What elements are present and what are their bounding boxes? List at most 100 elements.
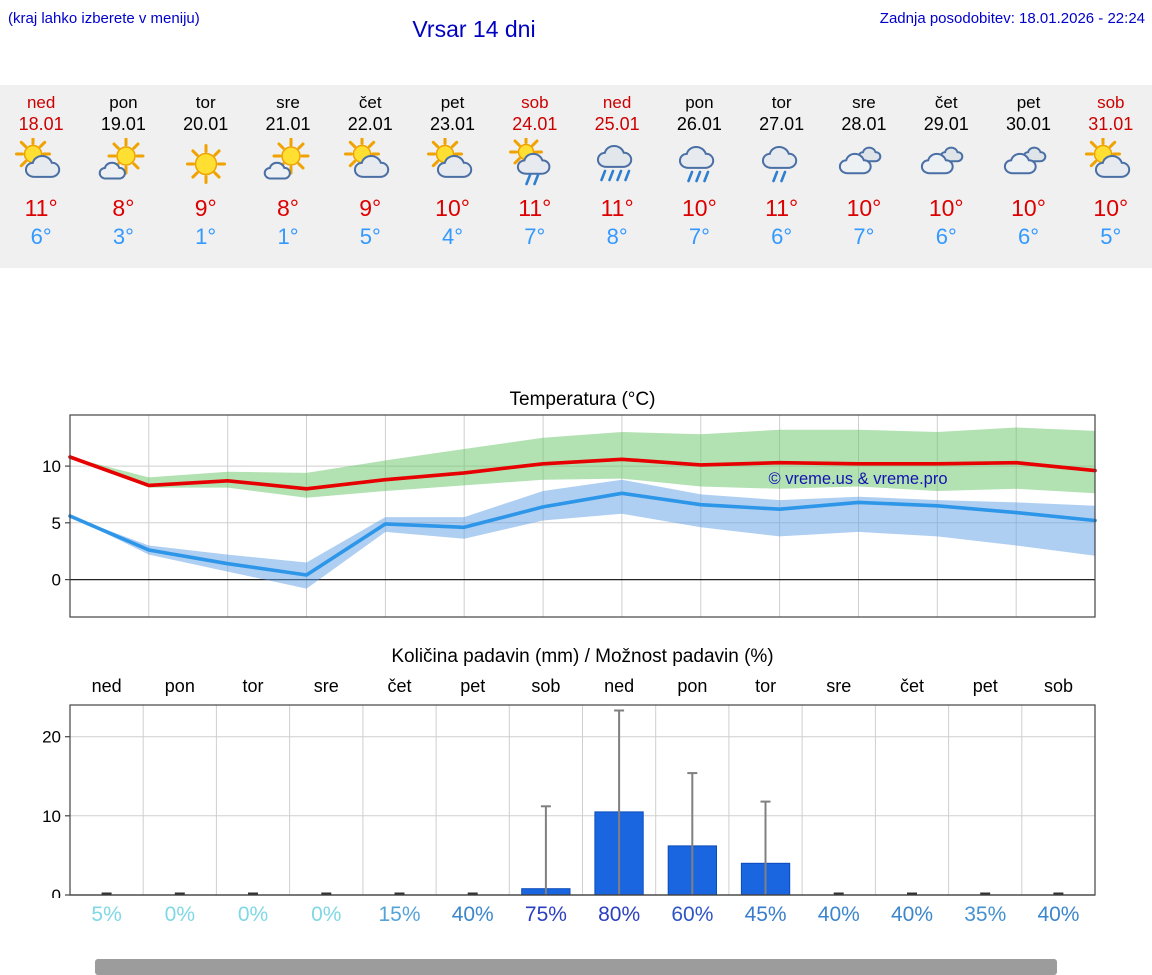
day-name: sob — [1097, 93, 1125, 112]
precip-day-label: pon — [677, 676, 708, 696]
precip-day-label: ned — [604, 676, 635, 696]
day-name: tor — [771, 93, 792, 112]
precip-day-label: tor — [242, 676, 264, 696]
day-date: 30.01 — [1005, 114, 1052, 134]
page-title: Vrsar 14 dni — [412, 16, 536, 42]
forecast-day[interactable]: pet 30.01 10° 6° — [987, 85, 1069, 268]
partly-cloudy-icon — [342, 136, 398, 188]
partly-cloudy-icon — [425, 136, 481, 188]
day-date: 26.01 — [676, 114, 722, 134]
forecast-day[interactable]: čet 22.01 9° 5° — [329, 85, 411, 268]
temp-max: 8° — [112, 195, 135, 221]
temp-max: 10° — [682, 195, 717, 221]
temp-min: 1° — [195, 224, 217, 249]
precip-probability: 75% — [524, 903, 567, 926]
temp-max: 10° — [928, 195, 964, 221]
forecast-day[interactable]: tor 20.01 9° 1° — [165, 85, 247, 268]
forecast-day[interactable]: pet 23.01 10° 4° — [411, 85, 493, 268]
forecast-day[interactable]: ned 25.01 11° 8° — [576, 85, 658, 268]
temp-min: 8° — [606, 224, 628, 249]
precip-probability: 0% — [164, 903, 195, 926]
temp-min: 6° — [935, 224, 957, 249]
mostly-sunny-icon — [95, 137, 151, 188]
temp-max: 8° — [276, 195, 299, 221]
svg-text:10: 10 — [42, 807, 61, 826]
forecast-day[interactable]: tor 27.01 11° 6° — [741, 85, 823, 268]
precipitation-chart-title: Količina padavin (mm) / Možnost padavin … — [391, 646, 774, 667]
temp-min: 5° — [359, 224, 381, 249]
temp-max: 9° — [194, 195, 217, 221]
temp-max: 10° — [1093, 195, 1129, 221]
partly-cloudy-icon — [1083, 136, 1139, 188]
mostly-sunny-icon — [260, 137, 316, 188]
cloudy-icon — [918, 138, 974, 188]
precip-day-labels-row: ned pon tor sre čet pet sob ned pon tor sre čet pet s… — [70, 676, 1095, 697]
day-name: pon — [109, 93, 138, 112]
temp-max: 11° — [600, 195, 634, 221]
temperature-chart: © vreme.us & vreme.pro 0 5 10 — [42, 414, 1097, 618]
svg-text:0: 0 — [52, 886, 61, 898]
forecast-day[interactable]: sob 31.01 10° 5° — [1070, 85, 1152, 268]
precip-probability: 0% — [311, 903, 342, 926]
day-name: ned — [26, 93, 56, 112]
precip-probability: 40% — [1037, 903, 1080, 926]
precip-day-label: ned — [91, 676, 122, 696]
forecast-day[interactable]: sre 21.01 8° 1° — [247, 85, 329, 268]
temp-max: 11° — [765, 195, 799, 221]
precip-probability: 40% — [891, 903, 934, 926]
precip-probability: 40% — [817, 903, 860, 926]
day-name: tor — [195, 93, 216, 112]
forecast-day[interactable]: ned 18.01 11° 6° — [0, 85, 82, 268]
temp-max: 11° — [518, 195, 552, 221]
temp-min: 6° — [1017, 224, 1040, 249]
forecast-day[interactable]: sob 24.01 11° 7° — [494, 85, 576, 268]
temp-min: 7° — [853, 224, 875, 249]
day-name: sre — [852, 93, 876, 112]
day-date: 31.01 — [1088, 114, 1134, 134]
forecast-day[interactable]: pon 26.01 10° 7° — [658, 85, 740, 268]
day-date: 27.01 — [759, 114, 805, 134]
forecast-day[interactable]: sre 28.01 10° 7° — [823, 85, 905, 268]
temperature-chart-title: Temperatura (°C) — [509, 389, 656, 410]
temp-min: 7° — [524, 224, 546, 249]
precip-day-label: pet — [460, 676, 486, 696]
svg-text:20: 20 — [42, 728, 61, 747]
temp-min: 7° — [688, 224, 710, 249]
day-name: čet — [358, 93, 382, 112]
menu-hint: (kraj lahko izberete v meniju) — [8, 10, 200, 27]
svg-text:5: 5 — [52, 514, 61, 533]
precip-probability: 40% — [451, 903, 494, 926]
precip-day-label: sre — [826, 676, 852, 696]
forecast-day[interactable]: čet 29.01 10° 6° — [905, 85, 987, 268]
light-rain-icon — [754, 138, 810, 188]
temp-max: 9° — [359, 195, 382, 221]
precip-probability: 0% — [237, 903, 269, 926]
temp-min: 4° — [442, 224, 464, 249]
day-date: 24.01 — [512, 114, 558, 134]
forecast-strip: ned 18.01 11° 6° pon 19.01 8° 3° tor 20.01 9° 1° sre… — [0, 85, 1152, 268]
day-date: 20.01 — [183, 114, 229, 134]
showers-icon — [507, 135, 563, 188]
day-name: pet — [1016, 93, 1041, 112]
day-date: 19.01 — [100, 114, 146, 134]
day-date: 18.01 — [18, 114, 64, 134]
day-date: 29.01 — [923, 114, 969, 134]
rain-icon — [671, 138, 727, 188]
precip-probability: 60% — [671, 903, 714, 926]
precipitation-chart: 0 10 20 — [42, 704, 1096, 898]
precip-day-label: tor — [755, 676, 777, 696]
day-date: 25.01 — [594, 114, 640, 134]
day-name: pet — [440, 93, 465, 112]
temp-min: 3° — [112, 224, 134, 249]
forecast-day[interactable]: pon 19.01 8° 3° — [82, 85, 164, 268]
day-name: pon — [685, 93, 714, 112]
partly-cloudy-icon — [13, 136, 69, 188]
precip-day-label: sob — [531, 676, 561, 696]
day-date: 23.01 — [430, 114, 476, 134]
day-date: 28.01 — [841, 114, 887, 134]
svg-text:0: 0 — [52, 571, 61, 590]
temp-min: 6° — [30, 224, 52, 249]
last-update-timestamp: Zadnja posodobitev: 18.01.2026 - 22:24 — [879, 10, 1145, 27]
precip-day-label: sre — [313, 676, 339, 696]
